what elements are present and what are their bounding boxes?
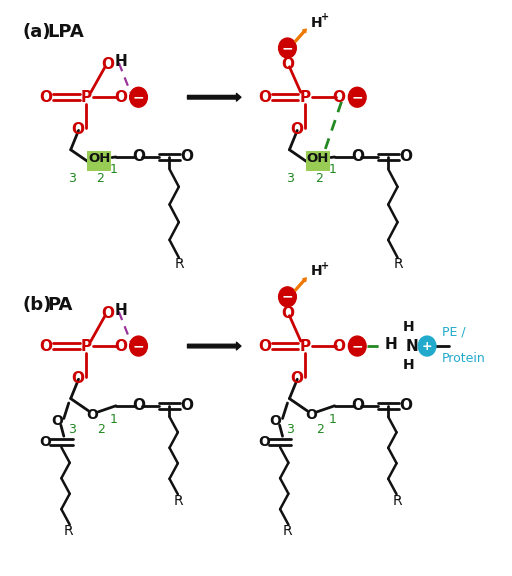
Text: O: O xyxy=(87,408,98,422)
Text: O: O xyxy=(399,398,412,414)
Circle shape xyxy=(130,88,147,107)
Text: O: O xyxy=(270,414,282,428)
Text: R: R xyxy=(394,257,403,271)
FancyBboxPatch shape xyxy=(306,151,330,170)
Text: O: O xyxy=(39,339,53,354)
Text: −: − xyxy=(133,339,144,353)
Text: H: H xyxy=(115,303,127,318)
Text: P: P xyxy=(300,339,311,354)
Text: O: O xyxy=(114,339,127,354)
Text: R: R xyxy=(393,494,402,508)
Text: H: H xyxy=(115,54,127,69)
Text: O: O xyxy=(114,90,127,105)
Text: O: O xyxy=(180,149,193,165)
Text: 1: 1 xyxy=(329,162,336,176)
Text: O: O xyxy=(281,57,294,72)
Text: O: O xyxy=(399,149,412,165)
Text: O: O xyxy=(351,398,364,414)
Text: −: − xyxy=(133,90,144,104)
Text: O: O xyxy=(281,306,294,321)
Text: 3: 3 xyxy=(68,172,76,185)
Text: R: R xyxy=(283,524,292,539)
Circle shape xyxy=(279,287,296,307)
Text: −: − xyxy=(351,339,363,353)
Text: O: O xyxy=(290,371,303,386)
Text: O: O xyxy=(39,435,51,449)
Text: 3: 3 xyxy=(68,423,76,435)
Text: H: H xyxy=(311,264,322,278)
Text: H: H xyxy=(402,358,414,373)
Text: 2: 2 xyxy=(315,172,323,185)
Text: O: O xyxy=(101,306,114,321)
Text: O: O xyxy=(259,339,271,354)
Text: P: P xyxy=(81,90,92,105)
Text: −: − xyxy=(351,90,363,104)
Text: R: R xyxy=(64,524,74,539)
Text: 2: 2 xyxy=(97,423,105,435)
Circle shape xyxy=(348,88,366,107)
Text: P: P xyxy=(300,90,311,105)
Text: 1: 1 xyxy=(110,162,118,176)
Text: O: O xyxy=(51,414,63,428)
Text: O: O xyxy=(71,371,84,386)
Text: PE /: PE / xyxy=(442,325,465,338)
Text: O: O xyxy=(259,90,271,105)
Text: LPA: LPA xyxy=(47,22,84,40)
Text: O: O xyxy=(305,408,317,422)
Text: (b): (b) xyxy=(23,296,52,314)
Text: +: + xyxy=(321,12,329,22)
Text: H: H xyxy=(385,338,397,353)
Text: OH: OH xyxy=(307,152,329,165)
Text: 1: 1 xyxy=(329,413,336,426)
Text: −: − xyxy=(282,290,293,304)
Circle shape xyxy=(130,336,147,356)
Text: 1: 1 xyxy=(110,413,118,426)
Text: R: R xyxy=(174,494,184,508)
Text: O: O xyxy=(333,90,346,105)
Text: +: + xyxy=(321,261,329,271)
Text: Protein: Protein xyxy=(442,352,485,365)
Text: O: O xyxy=(39,90,53,105)
Text: R: R xyxy=(175,257,185,271)
Text: O: O xyxy=(180,398,193,414)
Text: H: H xyxy=(311,16,322,29)
Text: 3: 3 xyxy=(287,423,294,435)
Circle shape xyxy=(348,336,366,356)
Text: O: O xyxy=(333,339,346,354)
Text: +: + xyxy=(422,340,432,353)
Text: O: O xyxy=(132,398,145,414)
Text: 3: 3 xyxy=(287,172,294,185)
Text: −: − xyxy=(282,41,293,55)
Text: 2: 2 xyxy=(316,423,324,435)
Circle shape xyxy=(418,336,436,356)
Text: O: O xyxy=(290,122,303,137)
Text: O: O xyxy=(71,122,84,137)
Text: P: P xyxy=(81,339,92,354)
Circle shape xyxy=(279,38,296,58)
Text: 2: 2 xyxy=(96,172,104,185)
Text: O: O xyxy=(132,149,145,165)
Text: O: O xyxy=(101,57,114,72)
Text: PA: PA xyxy=(47,296,73,314)
FancyBboxPatch shape xyxy=(87,151,112,170)
Text: O: O xyxy=(351,149,364,165)
Text: H: H xyxy=(402,320,414,334)
Text: O: O xyxy=(258,435,270,449)
Text: N: N xyxy=(406,339,419,354)
Text: OH: OH xyxy=(88,152,111,165)
Text: (a): (a) xyxy=(23,22,51,40)
